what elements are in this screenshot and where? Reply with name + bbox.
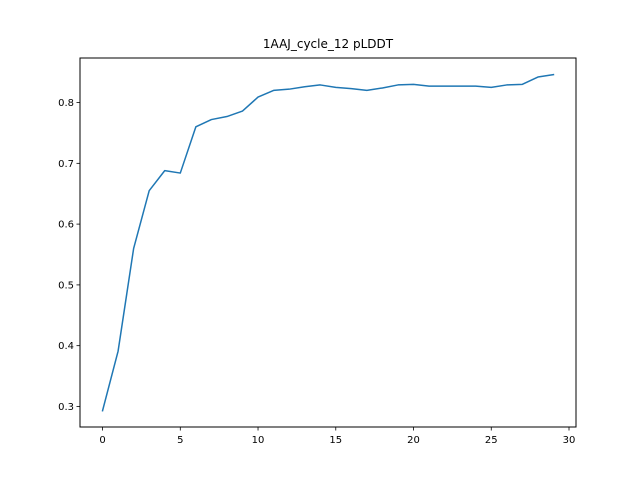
x-tick-label: 0 <box>99 435 105 446</box>
y-tick-label: 0.3 <box>58 402 74 413</box>
chart-title: 1AAJ_cycle_12 pLDDT <box>263 37 394 51</box>
y-axis: 0.3 0.4 0.5 0.6 0.7 0.8 <box>58 98 80 413</box>
x-tick-label: 25 <box>485 435 498 446</box>
x-axis: 0 5 10 15 20 25 30 <box>99 427 575 446</box>
y-tick-label: 0.7 <box>58 159 74 170</box>
x-tick-label: 20 <box>407 435 420 446</box>
y-tick-label: 0.4 <box>58 341 74 352</box>
plot-area <box>101 73 555 412</box>
x-tick-label: 30 <box>563 435 576 446</box>
y-tick-label: 0.6 <box>58 220 74 231</box>
y-tick-label: 0.8 <box>58 98 74 109</box>
series-line-0 <box>101 73 555 412</box>
x-tick-label: 15 <box>329 435 342 446</box>
x-tick-label: 10 <box>252 435 265 446</box>
y-tick-label: 0.5 <box>58 280 74 291</box>
x-tick-label: 5 <box>177 435 183 446</box>
plot-frame <box>79 57 577 428</box>
